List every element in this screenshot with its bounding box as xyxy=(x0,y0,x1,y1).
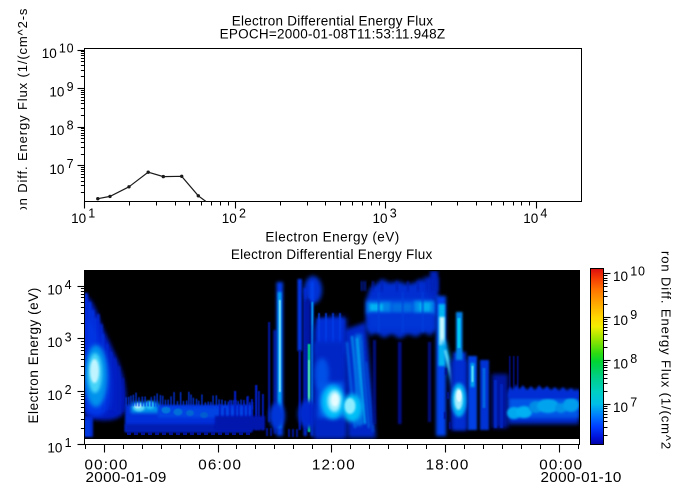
svg-text:00:00: 00:00 xyxy=(539,456,583,473)
svg-text:7: 7 xyxy=(630,395,637,409)
svg-text:10: 10 xyxy=(71,211,86,226)
svg-text:06:00: 06:00 xyxy=(198,456,242,473)
svg-text:9: 9 xyxy=(630,308,637,322)
svg-text:10: 10 xyxy=(523,211,538,226)
svg-text:1: 1 xyxy=(65,436,72,450)
svg-text:00:00: 00:00 xyxy=(84,456,128,473)
svg-text:10: 10 xyxy=(49,162,64,177)
svg-text:10: 10 xyxy=(49,85,64,100)
svg-text:on Diff. Energy Flux (1/(cm^2-: on Diff. Energy Flux (1/(cm^2-s xyxy=(15,8,30,214)
svg-text:4: 4 xyxy=(65,278,72,292)
svg-text:8: 8 xyxy=(630,352,637,366)
svg-text:EPOCH=2000-01-08T11:53:11.948Z: EPOCH=2000-01-08T11:53:11.948Z xyxy=(220,27,446,42)
svg-text:Electron Energy (eV): Electron Energy (eV) xyxy=(26,287,41,423)
svg-text:Electron Differential Energy F: Electron Differential Energy Flux xyxy=(232,14,434,29)
svg-text:2: 2 xyxy=(239,206,246,220)
svg-text:10: 10 xyxy=(613,269,628,284)
svg-text:10: 10 xyxy=(613,356,628,371)
svg-text:10: 10 xyxy=(222,211,237,226)
svg-text:10: 10 xyxy=(47,388,62,403)
svg-text:10: 10 xyxy=(47,335,62,350)
svg-text:10: 10 xyxy=(47,282,62,297)
svg-text:Electron Energy (eV): Electron Energy (eV) xyxy=(265,230,399,245)
svg-text:2000-01-09: 2000-01-09 xyxy=(86,469,167,486)
svg-text:2000-01-10: 2000-01-10 xyxy=(541,469,622,486)
svg-text:4: 4 xyxy=(540,206,547,220)
svg-text:12:00: 12:00 xyxy=(312,456,356,473)
svg-text:9: 9 xyxy=(67,80,74,94)
svg-text:10: 10 xyxy=(613,313,628,328)
svg-text:10: 10 xyxy=(42,46,57,61)
svg-text:Electron Differential Energy F: Electron Differential Energy Flux xyxy=(231,247,433,262)
svg-text:10: 10 xyxy=(59,41,75,55)
svg-text:7: 7 xyxy=(67,157,74,171)
svg-text:10: 10 xyxy=(630,265,646,279)
svg-text:2: 2 xyxy=(65,383,72,397)
svg-text:18:00: 18:00 xyxy=(426,456,470,473)
svg-text:3: 3 xyxy=(65,331,72,345)
svg-text:10: 10 xyxy=(49,123,64,138)
svg-text:10: 10 xyxy=(47,441,62,456)
svg-text:3: 3 xyxy=(390,206,397,220)
svg-text:8: 8 xyxy=(67,119,74,133)
svg-text:10: 10 xyxy=(373,211,388,226)
svg-text:1: 1 xyxy=(88,206,95,220)
svg-text:10: 10 xyxy=(613,400,628,415)
svg-text:tron Diff. Energy Flux (1/(cm^: tron Diff. Energy Flux (1/(cm^2-s-sr xyxy=(659,247,674,481)
